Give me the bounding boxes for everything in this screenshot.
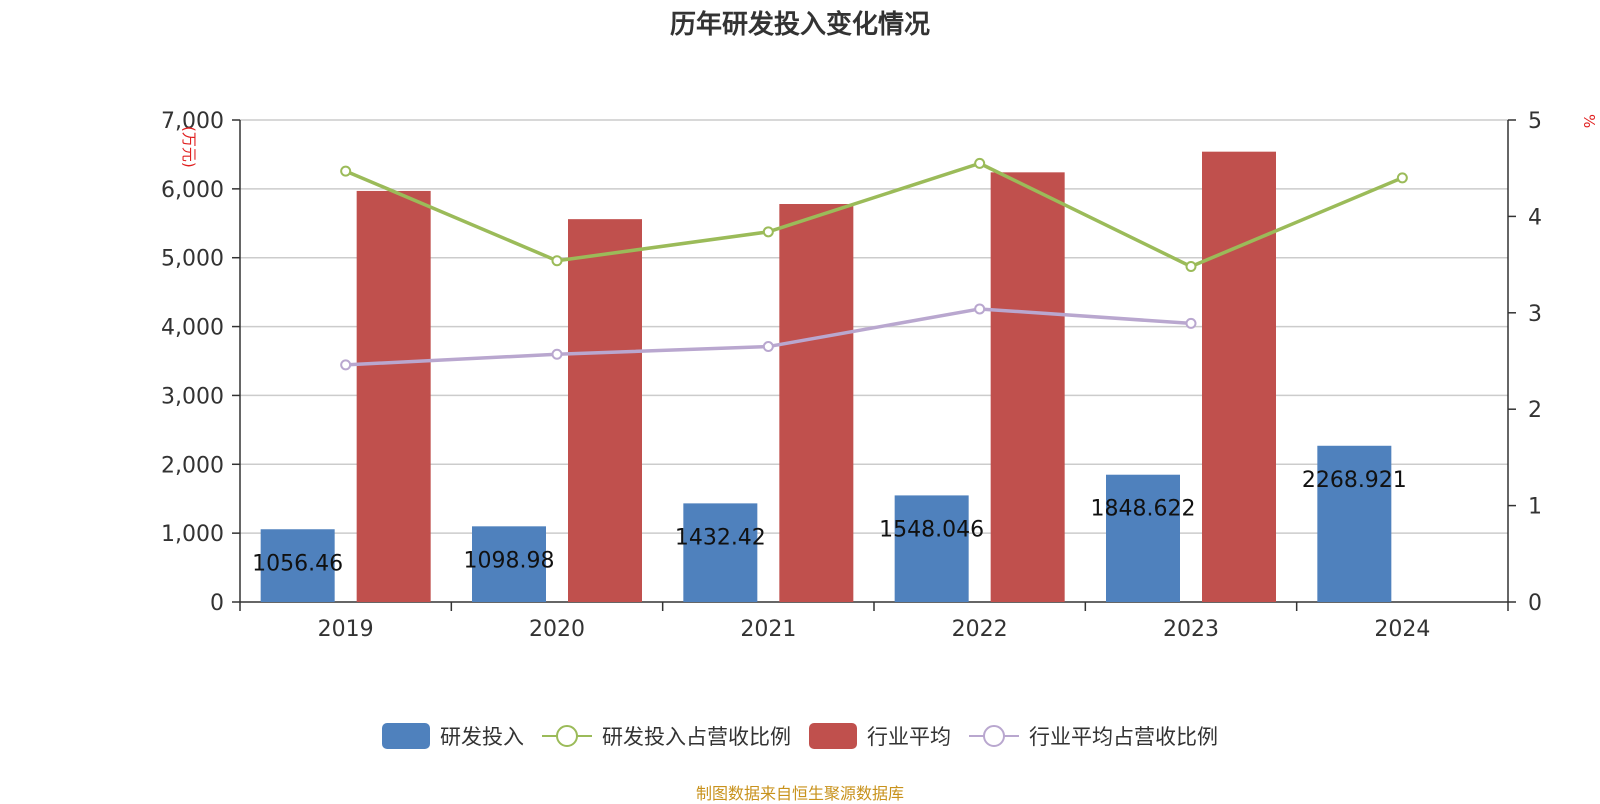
- point-rd-ratio: [551, 255, 563, 267]
- point-industry-ratio: [974, 303, 986, 315]
- legend-swatch-industry-ratio: [969, 725, 1019, 747]
- chart-title: 历年研发投入变化情况: [669, 10, 930, 40]
- y-right-tick-label: 4: [1528, 205, 1542, 230]
- legend-swatch-rd-ratio: [542, 725, 592, 747]
- data-label-rd-investment: 1548.046: [879, 517, 984, 542]
- bar-industry-average: [1202, 151, 1276, 602]
- point-rd-ratio: [1185, 261, 1197, 273]
- point-rd-ratio: [1396, 172, 1408, 184]
- y-right-tick-label: 0: [1528, 591, 1542, 616]
- bar-rd-investment: [260, 529, 335, 602]
- y-right-axis-label: %: [1580, 114, 1598, 128]
- bar-rd-investment: [894, 495, 969, 602]
- x-tick-label: 2021: [740, 617, 796, 642]
- legend-label-industry-average: 行业平均: [867, 725, 951, 749]
- data-label-rd-investment: 1056.46: [252, 551, 343, 576]
- bar-industry-average: [779, 204, 854, 602]
- data-label-rd-investment: 1098.98: [464, 548, 555, 573]
- legend-label-rd-ratio: 研发投入占营收比例: [602, 725, 791, 749]
- bar-industry-average: [990, 172, 1065, 602]
- data-label-rd-investment: 1432.42: [675, 525, 766, 550]
- point-industry-ratio: [340, 359, 352, 371]
- y-left-tick-label: 7,000: [161, 109, 224, 134]
- legend-label-rd-investment: 研发投入: [440, 725, 524, 749]
- legend-item-rd-investment[interactable]: 研发投入: [382, 721, 524, 751]
- data-label-rd-investment: 1848.622: [1091, 497, 1196, 522]
- x-tick-label: 2019: [318, 617, 374, 642]
- legend-item-industry-average[interactable]: 行业平均: [809, 721, 951, 751]
- point-industry-ratio: [551, 348, 563, 360]
- y-left-tick-label: 4,000: [161, 316, 224, 341]
- y-left-tick-label: 0: [210, 591, 224, 616]
- line-rd-ratio: [344, 161, 1404, 269]
- bar-rd-investment: [472, 526, 546, 602]
- y-right-tick-label: 3: [1528, 302, 1542, 327]
- legend-item-rd-ratio[interactable]: 研发投入占营收比例: [542, 721, 791, 751]
- data-label-rd-investment: 2268.921: [1302, 468, 1407, 493]
- bar-industry-average: [356, 190, 431, 602]
- legend-label-industry-ratio: 行业平均占营收比例: [1029, 725, 1218, 749]
- y-left-axis-label: (万元): [180, 126, 198, 168]
- legend-swatch-rd-investment: [382, 723, 430, 749]
- point-rd-ratio: [762, 226, 774, 238]
- y-left-tick-label: 2,000: [161, 453, 224, 478]
- point-industry-ratio: [762, 341, 774, 353]
- bar-rd-investment: [683, 503, 758, 602]
- y-right-tick-label: 1: [1528, 495, 1542, 520]
- x-tick-label: 2024: [1374, 617, 1430, 642]
- source-note: 制图数据来自恒生聚源数据库: [695, 784, 904, 803]
- y-left-tick-label: 1,000: [161, 522, 224, 547]
- bar-industry-average: [568, 219, 642, 602]
- y-left-tick-label: 3,000: [161, 384, 224, 409]
- point-rd-ratio: [974, 157, 986, 169]
- legend-item-industry-ratio[interactable]: 行业平均占营收比例: [969, 721, 1218, 751]
- y-left-tick-label: 5,000: [161, 247, 224, 272]
- legend: 研发投入 研发投入占营收比例 行业平均 行业平均占营收比例: [0, 719, 1600, 753]
- y-right-tick-label: 2: [1528, 398, 1542, 423]
- bar-rd-investment: [1317, 445, 1392, 602]
- point-industry-ratio: [1185, 317, 1197, 329]
- x-tick-label: 2020: [529, 617, 585, 642]
- legend-swatch-industry-average: [809, 723, 857, 749]
- y-right-tick-label: 5: [1528, 109, 1542, 134]
- x-tick-label: 2022: [952, 617, 1008, 642]
- x-tick-label: 2023: [1163, 617, 1219, 642]
- bar-rd-investment: [1106, 474, 1180, 602]
- point-rd-ratio: [340, 165, 352, 177]
- y-left-tick-label: 6,000: [161, 178, 224, 203]
